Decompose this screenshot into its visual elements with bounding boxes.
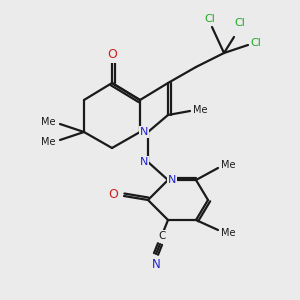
Text: Me: Me [221,228,235,238]
Text: Cl: Cl [205,14,215,24]
Text: Me: Me [41,137,55,147]
Text: Cl: Cl [235,18,245,28]
Text: N: N [152,257,160,271]
Text: O: O [108,188,118,202]
Text: O: O [107,49,117,62]
Text: C: C [158,231,166,241]
Text: Cl: Cl [250,38,261,48]
Text: N: N [140,157,148,167]
Text: Me: Me [193,105,207,115]
Text: N: N [140,127,148,137]
Text: Me: Me [41,117,55,127]
Text: N: N [168,175,176,185]
Text: Me: Me [221,160,235,170]
